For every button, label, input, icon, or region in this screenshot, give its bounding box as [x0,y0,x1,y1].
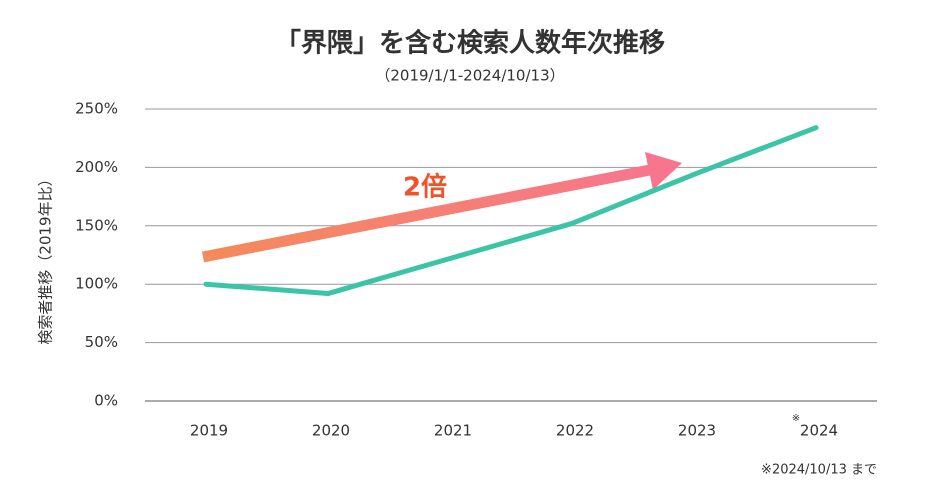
x-tick-label: 2019 [190,422,228,440]
x-tick-marker: ※ [792,413,800,424]
y-axis-label: 検索者推移（2019年比） [37,171,55,344]
y-tick-label: 250% [75,100,118,118]
chart-title: 「界隈」を含む検索人数年次推移 [275,28,665,59]
x-tick-label: 2022 [556,422,594,440]
arrow-shaft [201,164,652,263]
growth-arrow [201,152,682,263]
footnote: ※2024/10/13 まで [761,463,877,478]
y-tick-label: 200% [75,158,118,176]
x-tick-label: 2021 [434,422,472,440]
x-tick-label: 2020 [312,422,350,440]
annotation: 2倍 [403,172,447,203]
x-tick-label: 2024 [800,422,838,440]
y-tick-label: 150% [75,216,118,234]
y-tick-label: 100% [75,275,118,293]
chart-subtitle: （2019/1/1-2024/10/13） [375,67,564,85]
line-series [203,125,819,297]
x-tick-label: 2023 [678,422,716,440]
y-tick-label: 50% [85,333,118,351]
y-tick-label: 0% [94,392,118,410]
arrow-head [645,152,682,190]
